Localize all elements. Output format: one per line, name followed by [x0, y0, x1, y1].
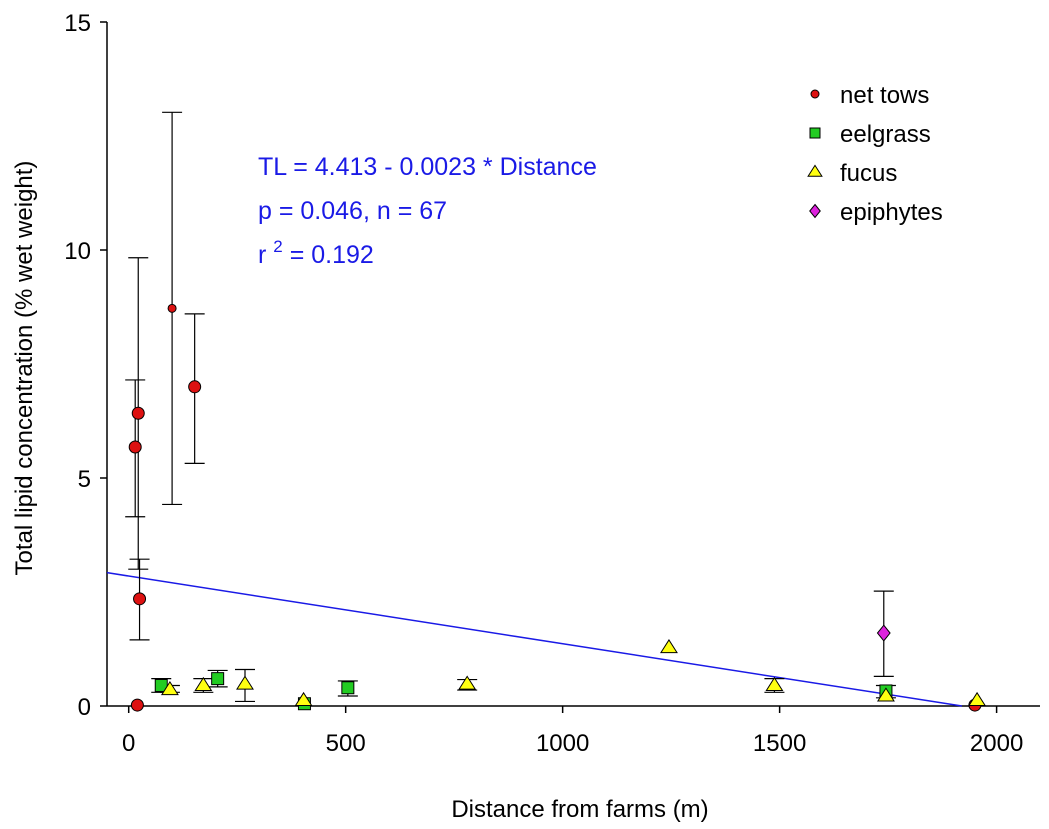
regression-equation: TL = 4.413 - 0.0023 * Distance: [258, 153, 597, 181]
y-tick-label: 5: [78, 466, 91, 493]
data-point-square: [211, 672, 225, 686]
data-markers: [128, 303, 987, 712]
legend-label: net tows: [840, 82, 929, 109]
legend-marker-diamond: [809, 203, 821, 219]
legend-label: epiphytes: [840, 199, 943, 226]
data-point-triangle: [458, 675, 477, 690]
y-axis-title: Total lipid concentration (% wet weight): [11, 161, 38, 576]
data-point-triangle: [765, 676, 784, 691]
data-point-triangle: [660, 638, 678, 654]
data-point-circle: [131, 406, 145, 420]
legend-label: eelgrass: [840, 121, 931, 148]
data-point-circle: [133, 592, 147, 606]
data-point-triangle: [236, 675, 254, 690]
y-tick-label: 10: [64, 238, 91, 265]
y-tick-label: 0: [78, 694, 91, 721]
data-point-triangle: [876, 687, 895, 702]
x-tick-label: 1500: [753, 730, 806, 757]
x-axis-title: Distance from farms (m): [451, 796, 708, 823]
regression-r-squared: r 2 = 0.192: [258, 230, 374, 269]
legend: net tows eelgrass fucus epiphytes: [807, 82, 943, 226]
x-tick-label: 0: [122, 730, 135, 757]
x-tick-label: 500: [326, 730, 366, 757]
data-point-circle: [130, 698, 144, 712]
regression-group: [106, 571, 963, 707]
error-bars: [125, 111, 896, 703]
legend-marker-circle: [810, 89, 820, 99]
x-tick-label: 2000: [970, 730, 1023, 757]
legend-marker-triangle: [807, 164, 823, 177]
data-point-triangle: [160, 680, 179, 696]
legend-marker-square: [809, 127, 821, 139]
data-point-circle: [128, 440, 142, 454]
data-point-triangle: [968, 691, 987, 707]
r-squared-exponent: 2: [273, 237, 282, 256]
regression-stats: p = 0.046, n = 67: [258, 197, 447, 225]
x-tick-label: 1000: [536, 730, 589, 757]
data-point-triangle: [194, 676, 213, 691]
r-squared-symbol: r: [258, 241, 266, 269]
data-point-square: [341, 681, 355, 695]
data-point-circle: [167, 303, 177, 313]
data-point-circle: [188, 380, 202, 394]
y-tick-label: 15: [64, 10, 91, 37]
data-point-triangle: [294, 691, 313, 707]
data-point-diamond: [876, 624, 891, 642]
r-squared-value: = 0.192: [290, 241, 374, 269]
legend-label: fucus: [840, 160, 897, 187]
regression-line: [106, 571, 963, 707]
axes: 0 500 1000 1500 2000 0 5 10 15: [64, 10, 1040, 757]
